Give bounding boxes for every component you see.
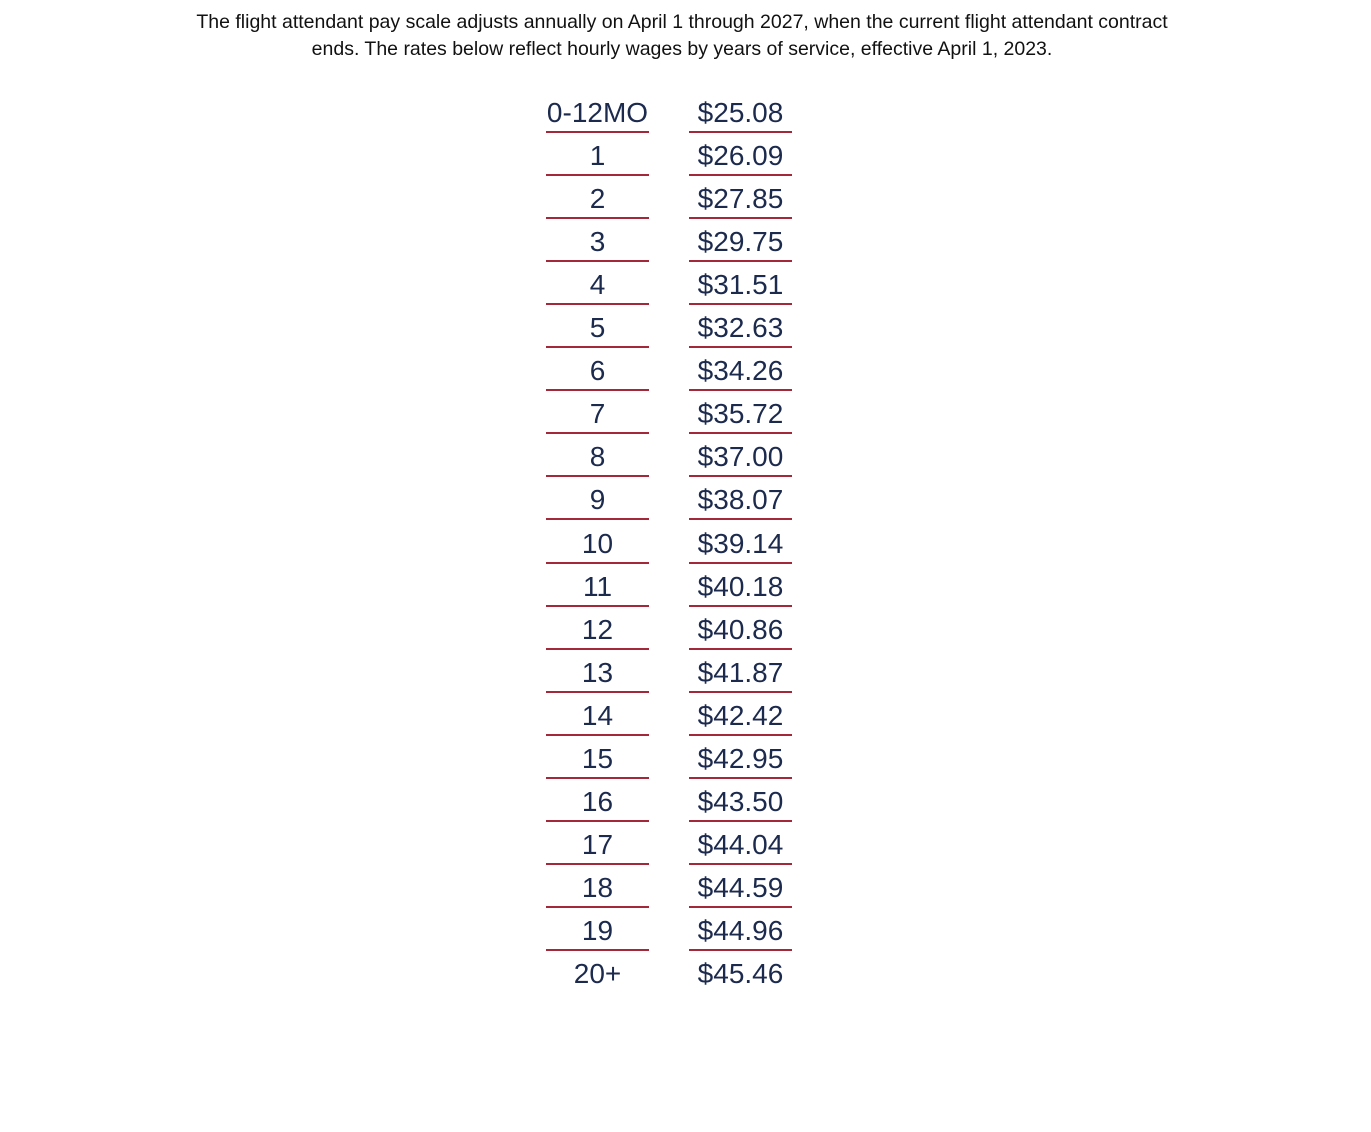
hourly-rate: $44.96 bbox=[689, 910, 792, 951]
years-of-service: 18 bbox=[546, 867, 649, 908]
hourly-rate: $44.04 bbox=[689, 824, 792, 865]
hourly-rate: $29.75 bbox=[689, 221, 792, 263]
hourly-rate: $32.63 bbox=[689, 307, 792, 349]
years-of-service: 17 bbox=[546, 824, 649, 865]
hourly-rate: $42.95 bbox=[689, 738, 792, 779]
hourly-rate: $35.72 bbox=[689, 393, 792, 435]
hourly-rate: $44.59 bbox=[689, 867, 792, 908]
hourly-rate: $31.51 bbox=[689, 264, 792, 306]
hourly-rate: $45.46 bbox=[697, 958, 784, 989]
hourly-rate: $42.42 bbox=[689, 695, 792, 736]
years-of-service: 4 bbox=[546, 264, 649, 306]
years-of-service: 8 bbox=[546, 436, 649, 478]
years-of-service: 3 bbox=[546, 221, 649, 263]
years-of-service: 20+ bbox=[573, 958, 622, 989]
years-of-service: 9 bbox=[546, 479, 649, 521]
years-of-service: 16 bbox=[546, 781, 649, 822]
years-of-service: 15 bbox=[546, 738, 649, 779]
intro-text: The flight attendant pay scale adjusts a… bbox=[196, 11, 1168, 60]
years-of-service: 12 bbox=[546, 609, 649, 650]
years-of-service: 11 bbox=[546, 566, 649, 607]
years-of-service: 1 bbox=[546, 135, 649, 177]
years-of-service: 19 bbox=[546, 910, 649, 951]
hourly-rate: $26.09 bbox=[689, 135, 792, 177]
years-of-service: 10 bbox=[546, 523, 649, 564]
hourly-rate: $39.14 bbox=[689, 523, 792, 564]
years-of-service: 6 bbox=[546, 350, 649, 392]
hourly-rate: $43.50 bbox=[689, 781, 792, 822]
years-of-service: 7 bbox=[546, 393, 649, 435]
hourly-rate: $40.18 bbox=[689, 566, 792, 607]
years-of-service: 5 bbox=[546, 307, 649, 349]
hourly-rate: $40.86 bbox=[689, 609, 792, 650]
years-of-service: 0-12MO bbox=[546, 92, 649, 133]
years-of-service: 2 bbox=[546, 178, 649, 220]
hourly-rate: $25.08 bbox=[689, 92, 792, 133]
hourly-rate: $27.85 bbox=[689, 178, 792, 220]
years-of-service: 14 bbox=[546, 695, 649, 736]
years-of-service: 13 bbox=[546, 652, 649, 693]
hourly-rate: $37.00 bbox=[689, 436, 792, 478]
hourly-rate: $41.87 bbox=[689, 652, 792, 693]
hourly-rate: $34.26 bbox=[689, 350, 792, 392]
hourly-rate: $38.07 bbox=[689, 479, 792, 521]
